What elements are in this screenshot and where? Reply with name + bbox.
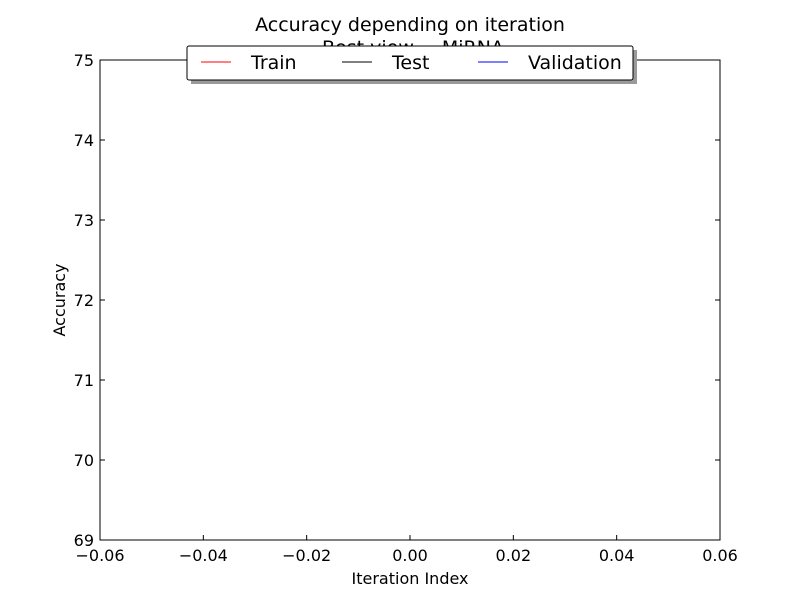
y-tick-label: 73 — [74, 211, 94, 230]
x-axis-ticks: −0.06 −0.04 −0.02 0.00 0.02 0.04 0.06 — [75, 60, 738, 565]
x-tick-label: −0.06 — [75, 546, 124, 565]
y-tick-label: 69 — [74, 531, 94, 550]
y-axis-label: Accuracy — [50, 263, 69, 336]
x-tick-label: −0.04 — [179, 546, 228, 565]
legend-label-test: Test — [391, 52, 429, 74]
y-tick-label: 70 — [74, 451, 94, 470]
y-tick-label: 71 — [74, 371, 94, 390]
chart-title: Accuracy depending on iteration — [255, 14, 565, 36]
x-tick-label: −0.02 — [282, 546, 331, 565]
x-axis-label: Iteration Index — [352, 569, 469, 588]
legend-label-validation: Validation — [528, 52, 622, 74]
y-axis-ticks: 69 70 71 72 73 74 75 — [74, 51, 720, 550]
legend: Train Test Validation — [186, 45, 637, 84]
x-tick-label: 0.00 — [392, 546, 428, 565]
x-tick-label: 0.06 — [702, 546, 738, 565]
x-tick-label: 0.04 — [599, 546, 635, 565]
legend-box — [186, 45, 634, 81]
y-tick-label: 75 — [74, 51, 94, 70]
x-tick-label: 0.02 — [496, 546, 532, 565]
y-tick-label: 72 — [74, 291, 94, 310]
legend-label-train: Train — [250, 52, 297, 74]
y-tick-label: 74 — [74, 131, 94, 150]
plot-area — [99, 59, 721, 541]
